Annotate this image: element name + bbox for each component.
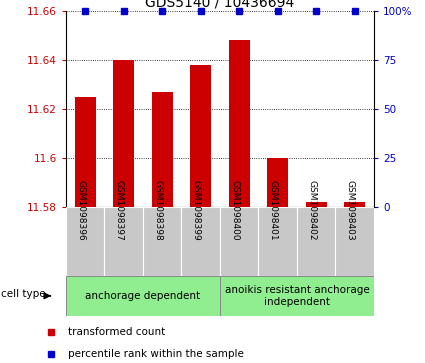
Bar — [229, 40, 250, 207]
Text: transformed count: transformed count — [68, 327, 165, 337]
Text: GSM1098399: GSM1098399 — [192, 180, 201, 241]
Text: GSM1098397: GSM1098397 — [115, 180, 124, 241]
Title: GDS5140 / 10436694: GDS5140 / 10436694 — [145, 0, 295, 10]
Bar — [66, 207, 105, 276]
Bar — [258, 207, 297, 276]
Text: GSM1098401: GSM1098401 — [269, 180, 278, 241]
Bar — [113, 60, 134, 207]
Bar — [152, 92, 173, 207]
Text: GSM1098403: GSM1098403 — [346, 180, 355, 241]
Text: anchorage dependent: anchorage dependent — [85, 291, 201, 301]
Bar — [297, 207, 335, 276]
Bar — [220, 276, 374, 316]
Bar — [74, 97, 96, 207]
Text: percentile rank within the sample: percentile rank within the sample — [68, 348, 244, 359]
Bar — [181, 207, 220, 276]
Text: anoikis resistant anchorage
independent: anoikis resistant anchorage independent — [224, 285, 369, 307]
Bar — [66, 276, 220, 316]
Bar — [306, 202, 327, 207]
Bar — [267, 158, 288, 207]
Text: cell type: cell type — [1, 289, 45, 299]
Text: GSM1098396: GSM1098396 — [76, 180, 85, 241]
Bar — [335, 207, 374, 276]
Text: GSM1098400: GSM1098400 — [230, 180, 239, 241]
Bar — [344, 202, 366, 207]
Text: GSM1098402: GSM1098402 — [307, 180, 316, 241]
Text: GSM1098398: GSM1098398 — [153, 180, 162, 241]
Bar — [220, 207, 258, 276]
Bar — [105, 207, 143, 276]
Bar — [143, 207, 181, 276]
Bar — [190, 65, 211, 207]
